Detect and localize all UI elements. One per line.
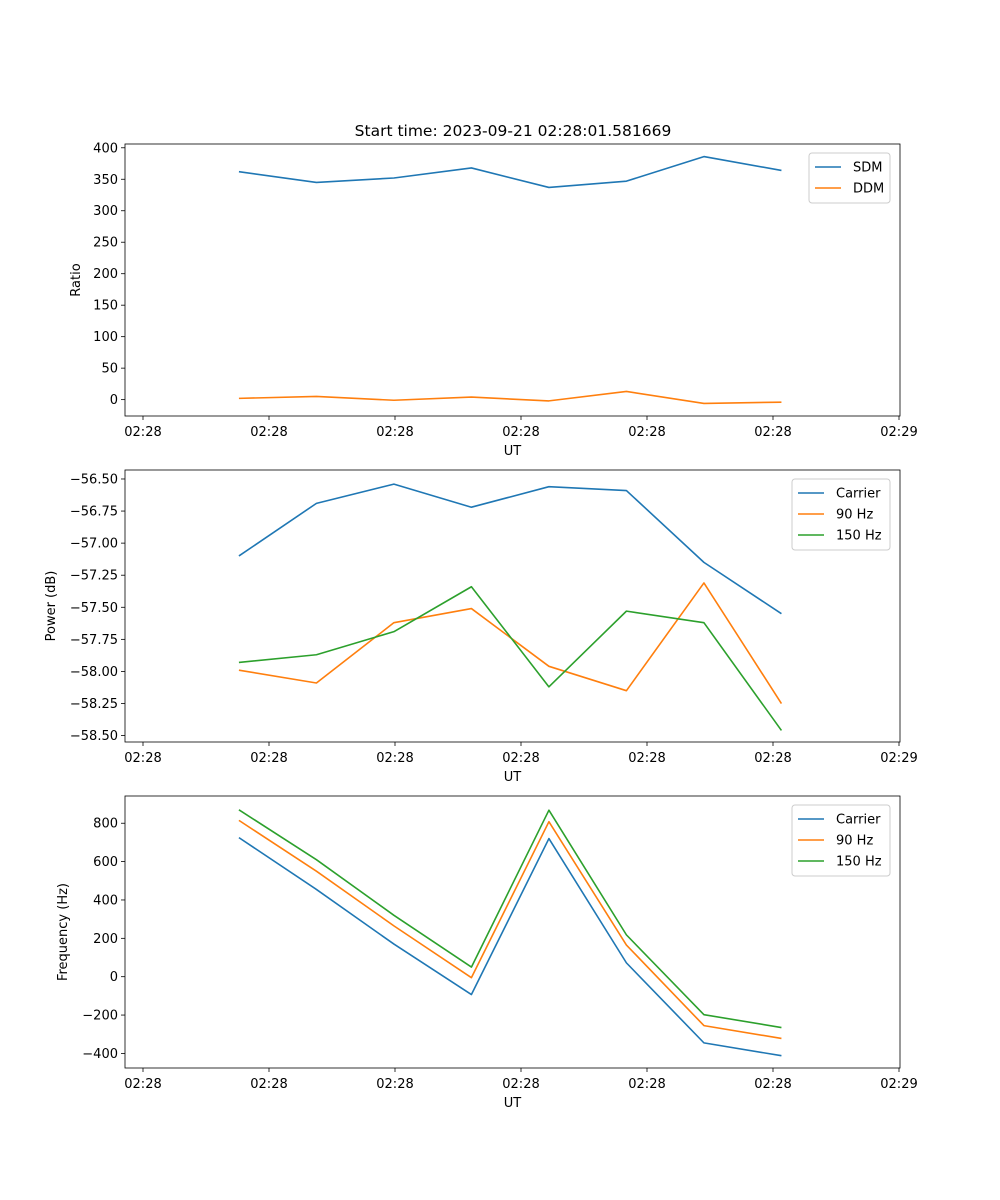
y-tick-label: 600: [93, 855, 118, 870]
x-tick-label: 02:29: [880, 1077, 917, 1092]
y-tick-label: −400: [82, 1047, 118, 1062]
legend-label: 150 Hz: [836, 529, 882, 544]
y-tick-label: 50: [101, 362, 118, 377]
x-tick-label: 02:28: [124, 1077, 161, 1092]
x-tick-label: 02:28: [754, 1077, 791, 1092]
series-line-sdm: [238, 155, 782, 189]
legend-label: 150 Hz: [836, 855, 882, 870]
x-axis-label: UT: [504, 444, 522, 459]
y-tick-label: −58.00: [70, 665, 118, 680]
subplots: 0 50 100 150 200 250 300 350 400 02:28 02:28 02:28 0…: [44, 141, 918, 1111]
x-tick-label: 02:28: [124, 425, 161, 440]
legend-label: SDM: [853, 161, 882, 176]
y-tick-label: −57.00: [70, 537, 118, 552]
y-tick-label: −200: [82, 1009, 118, 1024]
x-tick-label: 02:28: [250, 1077, 287, 1092]
y-tick-label: −57.50: [70, 601, 118, 616]
legend-box: [791, 478, 891, 551]
series-line-150-hz: [238, 809, 782, 1029]
series-line-ddm: [238, 390, 782, 405]
y-tick-label: 400: [93, 893, 118, 908]
x-tick-label: 02:28: [124, 751, 161, 766]
legend: Carrier 90 Hz 150 Hz: [791, 478, 891, 551]
axes-frame: [124, 795, 901, 1069]
series-line-carrier: [238, 483, 782, 615]
x-tick-label: 02:28: [628, 425, 665, 440]
y-tick-label: 200: [93, 932, 118, 947]
x-tick-label: 02:28: [376, 751, 413, 766]
x-tick-label: 02:28: [628, 1077, 665, 1092]
y-tick-label: 150: [93, 299, 118, 314]
legend-box: [791, 804, 891, 877]
y-tick-label: 0: [110, 970, 118, 985]
x-axis-label: UT: [504, 770, 522, 785]
series-line-150-hz: [238, 585, 783, 731]
y-axis-label: Power (dB): [44, 571, 59, 642]
figure-title: Start time: 2023-09-21 02:28:01.581669: [355, 122, 672, 140]
x-tick-label: 02:28: [502, 751, 539, 766]
y-axis-label: Ratio: [69, 263, 84, 296]
x-tick-label: 02:28: [376, 1077, 413, 1092]
legend: SDM DDM: [808, 152, 891, 204]
y-tick-label: −58.50: [70, 729, 118, 744]
series-line-90-hz: [238, 819, 782, 1040]
y-tick-label: 800: [93, 817, 118, 832]
x-tick-label: 02:28: [754, 425, 791, 440]
y-tick-label: 250: [93, 236, 118, 251]
subplot-2: −58.50 −58.25 −58.00 −57.75 −57.50 −57.25 −57.…: [44, 469, 918, 785]
y-tick-label: −56.50: [70, 472, 118, 487]
subplot-3: −400 −200 0 200 400 600 800 02:28 02:28 02:28 02:2…: [56, 795, 918, 1111]
legend-label: Carrier: [836, 813, 881, 828]
x-tick-label: 02:28: [250, 751, 287, 766]
series-line-carrier: [238, 836, 782, 1057]
y-tick-label: 400: [93, 141, 118, 156]
x-tick-label: 02:28: [502, 1077, 539, 1092]
y-tick-label: 200: [93, 267, 118, 282]
y-tick-label: −57.75: [70, 633, 118, 648]
y-tick-label: 100: [93, 330, 118, 345]
legend-label: 90 Hz: [836, 508, 873, 523]
legend-label: Carrier: [836, 487, 881, 502]
axes-frame: [124, 469, 901, 743]
y-tick-label: −56.75: [70, 505, 118, 520]
x-tick-label: 02:29: [880, 751, 917, 766]
legend: Carrier 90 Hz 150 Hz: [791, 804, 891, 877]
axes-frame: [124, 143, 901, 417]
y-tick-label: −57.25: [70, 569, 118, 584]
subplot-1: 0 50 100 150 200 250 300 350 400 02:28 02:28 02:28 0…: [69, 141, 918, 459]
y-tick-label: 350: [93, 173, 118, 188]
x-tick-label: 02:29: [880, 425, 917, 440]
y-tick-label: −58.25: [70, 697, 118, 712]
legend-box: [808, 152, 891, 204]
y-tick-label: 0: [110, 393, 118, 408]
legend-label: DDM: [853, 182, 884, 197]
x-axis-label: UT: [504, 1096, 522, 1111]
x-tick-label: 02:28: [628, 751, 665, 766]
x-tick-label: 02:28: [376, 425, 413, 440]
y-tick-label: 300: [93, 204, 118, 219]
x-tick-label: 02:28: [250, 425, 287, 440]
x-tick-label: 02:28: [502, 425, 539, 440]
legend-label: 90 Hz: [836, 834, 873, 849]
x-tick-label: 02:28: [754, 751, 791, 766]
y-axis-label: Frequency (Hz): [56, 883, 71, 981]
